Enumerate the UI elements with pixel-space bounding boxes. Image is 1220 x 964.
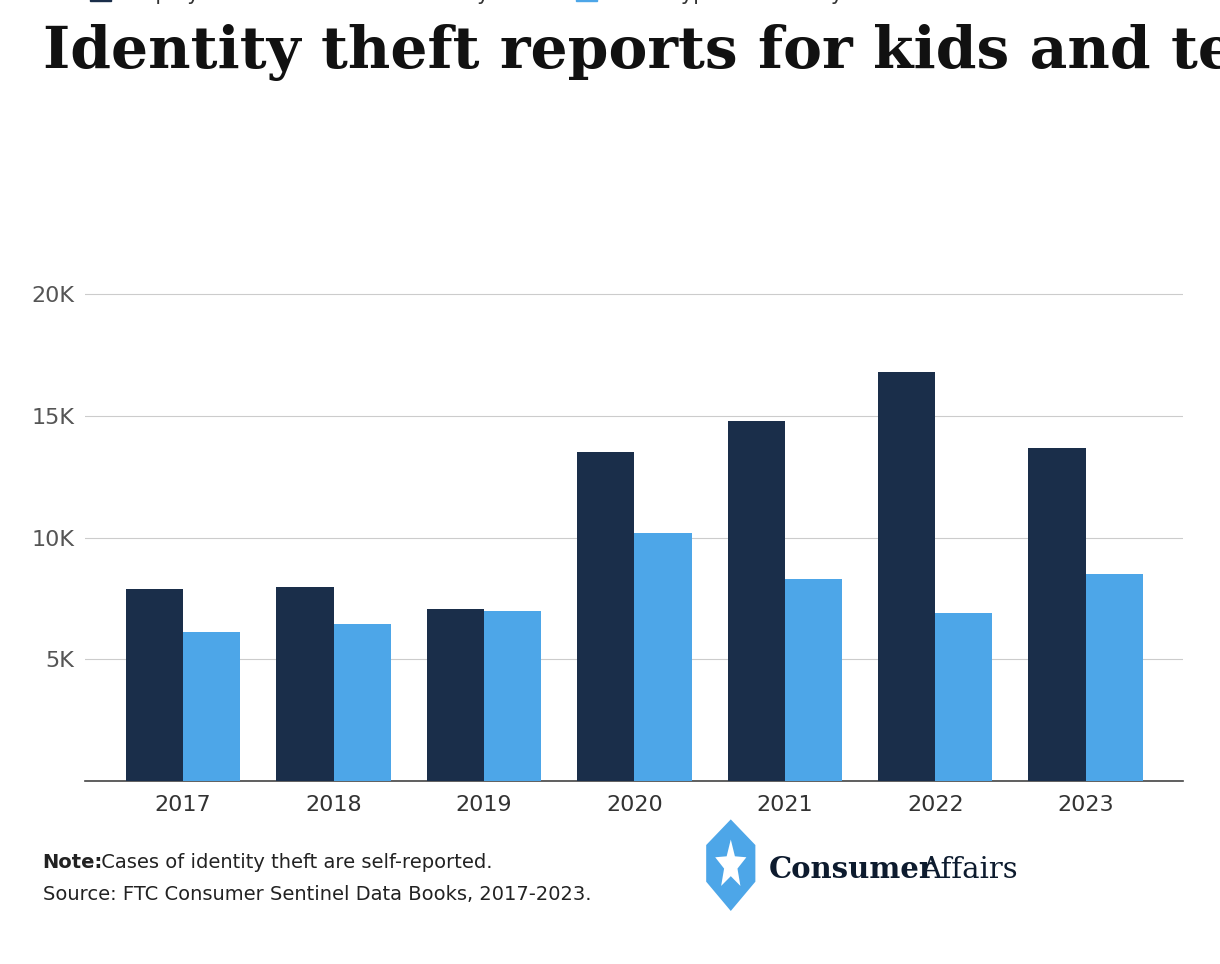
Bar — [1028, 447, 1086, 781]
Bar — [577, 452, 634, 781]
Text: Consumer: Consumer — [769, 855, 935, 884]
Bar — [427, 609, 484, 781]
Bar — [277, 587, 333, 781]
Bar — [936, 613, 992, 781]
Bar — [1086, 574, 1143, 781]
Text: Affairs: Affairs — [920, 855, 1017, 884]
Bar — [333, 624, 390, 781]
Text: Source: FTC Consumer Sentinel Data Books, 2017-2023.: Source: FTC Consumer Sentinel Data Books… — [43, 885, 592, 904]
Text: Cases of identity theft are self-reported.: Cases of identity theft are self-reporte… — [95, 853, 493, 872]
Bar — [183, 632, 240, 781]
Bar — [484, 610, 542, 781]
Polygon shape — [706, 819, 755, 911]
Text: Note:: Note: — [43, 853, 102, 872]
Polygon shape — [715, 840, 747, 886]
Legend: Employment or tax-related identity theft, Other types of identity theft: Employment or tax-related identity theft… — [90, 0, 899, 4]
Bar — [634, 533, 692, 781]
Bar — [784, 579, 842, 781]
Text: Identity theft reports for kids and teens: Identity theft reports for kids and teen… — [43, 24, 1220, 81]
Bar — [878, 372, 936, 781]
Bar — [727, 420, 784, 781]
Bar — [126, 589, 183, 781]
